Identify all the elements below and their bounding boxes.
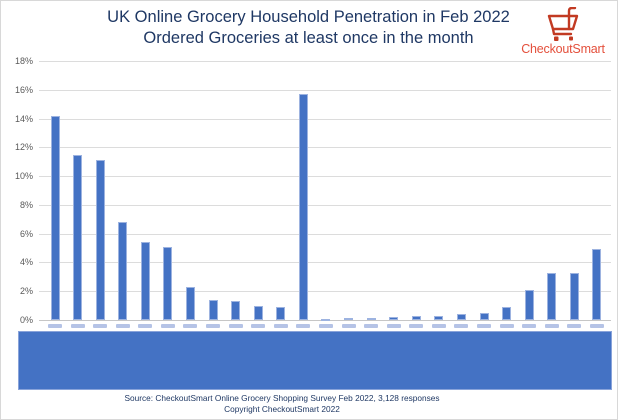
x-label-remnant bbox=[273, 324, 288, 328]
x-label-remnant bbox=[431, 324, 446, 328]
x-label-remnant bbox=[228, 324, 243, 328]
bar bbox=[231, 301, 241, 320]
x-label-remnant bbox=[48, 324, 62, 328]
bar bbox=[95, 160, 105, 320]
y-axis-tick-label: 18% bbox=[14, 56, 33, 66]
bar bbox=[434, 315, 444, 320]
gridline bbox=[39, 176, 611, 178]
footer: Source: CheckoutSmart Online Grocery Sho… bbox=[1, 393, 563, 415]
bar bbox=[253, 305, 263, 320]
x-label-remnant bbox=[567, 324, 582, 328]
source-note: Source: CheckoutSmart Online Grocery Sho… bbox=[124, 393, 440, 403]
x-label-remnant bbox=[341, 324, 356, 328]
bar bbox=[321, 318, 331, 321]
bar bbox=[163, 246, 173, 320]
x-label-remnant bbox=[409, 324, 424, 328]
bar bbox=[592, 249, 602, 320]
y-axis-tick-label: 0% bbox=[19, 315, 33, 325]
gridline bbox=[39, 291, 611, 293]
x-label-remnant bbox=[454, 324, 469, 328]
y-axis-tick-label: 6% bbox=[19, 228, 33, 239]
chart-title-line2: Ordered Groceries at least once in the m… bbox=[143, 29, 474, 47]
x-label-remnant bbox=[160, 324, 175, 328]
bar bbox=[140, 242, 150, 320]
y-axis-tick-label: 10% bbox=[14, 171, 33, 182]
bar bbox=[276, 307, 286, 320]
bar bbox=[208, 299, 218, 320]
bar bbox=[344, 317, 354, 320]
x-label-remnant bbox=[544, 324, 559, 328]
x-label-remnant bbox=[138, 324, 153, 328]
bar bbox=[389, 317, 399, 320]
gridline bbox=[39, 204, 611, 206]
x-label-remnant bbox=[115, 324, 130, 328]
bar bbox=[524, 289, 534, 320]
x-label-remnant bbox=[477, 324, 492, 328]
y-axis-tick-label: 4% bbox=[19, 257, 33, 268]
gridline bbox=[39, 118, 611, 120]
x-label-remnant bbox=[183, 324, 198, 328]
bar bbox=[456, 313, 466, 320]
y-axis-tick-label: 16% bbox=[14, 84, 33, 95]
redaction-band bbox=[18, 331, 612, 390]
bar bbox=[569, 272, 579, 320]
copyright-note: Copyright CheckoutSmart 2022 bbox=[224, 404, 340, 414]
y-axis-tick-label: 8% bbox=[19, 199, 33, 210]
x-label-remnant bbox=[93, 324, 108, 328]
x-label-remnant bbox=[386, 324, 401, 328]
y-axis-tick-label: 12% bbox=[14, 142, 33, 153]
x-label-remnant bbox=[522, 324, 537, 328]
bar bbox=[366, 317, 376, 320]
gridline bbox=[39, 147, 611, 149]
bar bbox=[73, 154, 83, 320]
bar bbox=[298, 94, 308, 320]
bar bbox=[411, 315, 421, 320]
x-label-remnant bbox=[318, 324, 333, 328]
x-label-remnant bbox=[70, 324, 85, 328]
x-label-remnant bbox=[296, 324, 311, 328]
logo-brand-text: CheckoutSmart bbox=[521, 42, 605, 56]
gridline bbox=[39, 233, 611, 235]
chart-title: UK Online Grocery Household Penetration … bbox=[56, 7, 561, 49]
shopping-cart-icon bbox=[547, 7, 579, 41]
y-axis-tick-label: 14% bbox=[14, 113, 33, 124]
bar bbox=[547, 272, 557, 320]
checkoutsmart-logo: CheckoutSmart bbox=[513, 5, 613, 56]
gridline bbox=[39, 61, 611, 62]
x-label-remnant bbox=[251, 324, 266, 328]
bar bbox=[50, 115, 60, 320]
x-label-remnant bbox=[206, 324, 221, 328]
gridline bbox=[39, 89, 611, 91]
bar bbox=[118, 222, 128, 320]
x-label-remnant bbox=[499, 324, 514, 328]
gridline bbox=[39, 262, 611, 264]
x-label-remnant bbox=[589, 324, 604, 328]
x-label-remnant bbox=[364, 324, 379, 328]
y-axis-tick-label: 2% bbox=[19, 286, 33, 297]
bar bbox=[185, 286, 195, 320]
chart-title-line1: UK Online Grocery Household Penetration … bbox=[107, 8, 510, 26]
bar bbox=[479, 312, 489, 320]
bar bbox=[502, 307, 512, 320]
